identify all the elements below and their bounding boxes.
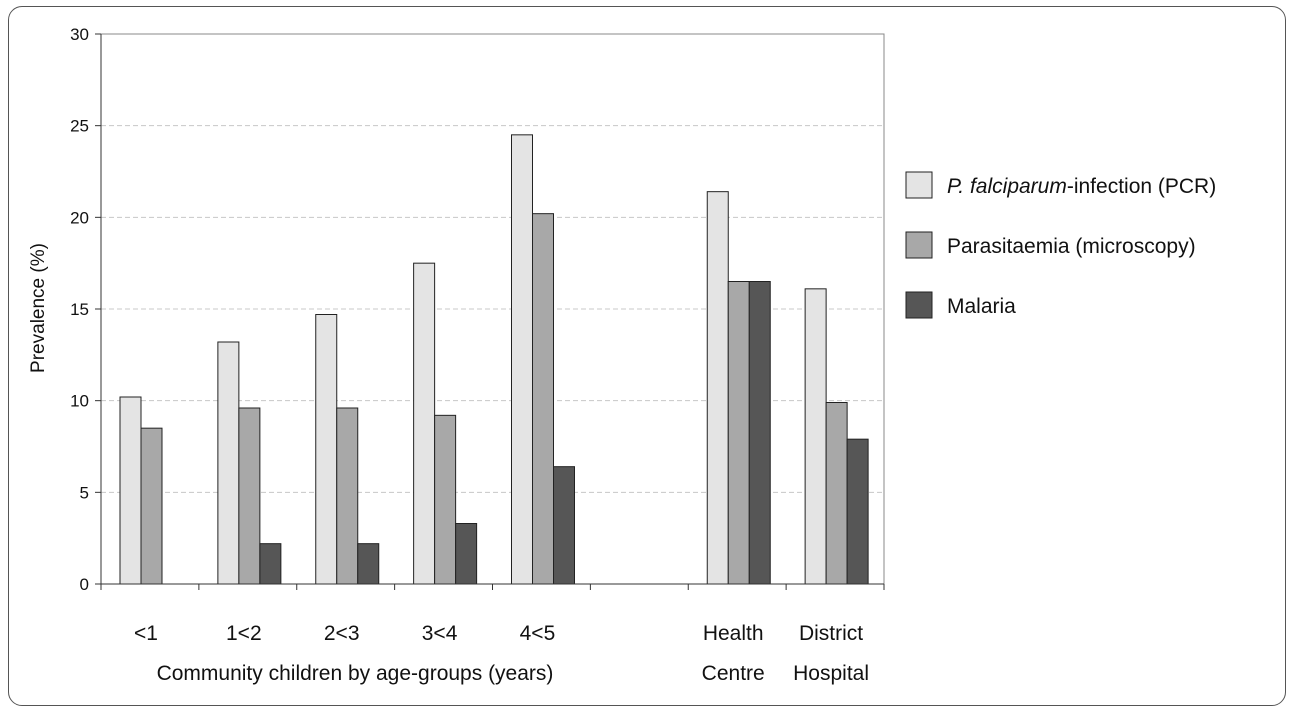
bar-series1-cat4 [532,213,554,585]
legend-swatch-0 [905,171,933,199]
legend-label-0: P. falciparum-infection (PCR) [947,175,1216,198]
bar-series1-cat0 [140,427,163,585]
bar-series1-cat6 [727,281,750,585]
legend-swatch-2 [905,291,933,319]
y-tick-label-3: 15 [70,300,89,319]
y-tick-labels: 0 5 10 15 20 25 30 [70,25,89,594]
bar-series0-cat6 [706,191,729,585]
bar-series2-cat7 [846,438,869,585]
legend-label-1: Parasitaemia (microscopy) [947,235,1196,258]
y-tick-label-5: 25 [70,117,89,136]
x-category-labels: <1 1<2 2<3 3<4 4<5 Health Centre District Hospit… [134,622,869,685]
legend-label-2: Malaria [947,295,1016,318]
bar-series0-cat1 [217,341,240,585]
y-tick-label-0: 0 [80,575,89,594]
bar-series1-cat3 [434,414,457,585]
axes [95,33,885,590]
legend: P. falciparum-infection (PCR) Parasitaemi… [905,171,1216,319]
legend-swatch-1 [905,231,933,259]
x-category-label-0: <1 [134,622,158,645]
y-tick-label-6: 30 [70,25,89,44]
bar-series2-cat1 [259,543,282,585]
x-category-label-7: District [799,622,863,645]
bar-series0-cat4 [511,134,533,585]
x-category-label-6: Health [703,622,764,645]
bar-series1-cat2 [336,407,359,585]
y-tick-label-4: 20 [70,208,89,227]
x-axis-label: Community children by age-groups (years) [157,662,554,685]
x-category-label-3: 3<4 [422,622,458,645]
y-tick-label-1: 5 [80,483,89,502]
bar-series2-cat2 [357,543,380,585]
x-category-label-6-line2: Centre [702,662,765,685]
x-category-label-4: 4<5 [520,622,556,645]
y-tick-label-2: 10 [70,392,89,411]
bar-series1-cat1 [238,407,261,585]
bar-series0-cat0 [119,396,142,585]
bar-series0-cat3 [413,262,436,585]
x-category-label-7-line2: Hospital [793,662,869,685]
bar-series2-cat4 [553,466,575,585]
bar-series1-cat7 [825,402,848,585]
bar-series2-cat6 [748,281,771,585]
bar-series2-cat3 [455,523,478,585]
bars [119,134,869,585]
x-category-label-2: 2<3 [324,622,360,645]
y-axis-label: Prevalence (%) [28,243,49,373]
bar-series0-cat7 [804,288,827,585]
x-category-label-1: 1<2 [226,622,262,645]
bar-series0-cat2 [315,314,338,585]
